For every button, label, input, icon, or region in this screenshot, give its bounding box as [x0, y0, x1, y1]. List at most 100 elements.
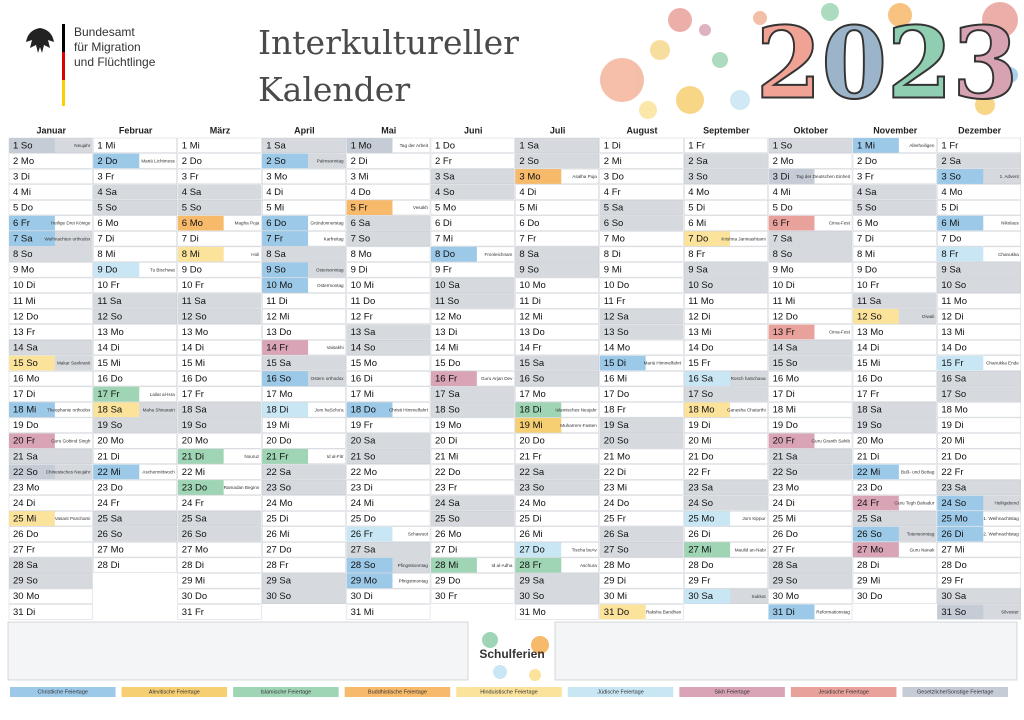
- day-label: 21 Fr: [266, 451, 288, 462]
- legend-swatch: [10, 687, 116, 697]
- day-label: 28 Do: [941, 560, 966, 571]
- day-label: 9 Mi: [604, 265, 622, 276]
- holiday-marker: [346, 573, 393, 589]
- holiday-marker: [346, 557, 393, 573]
- day-cell: [346, 277, 431, 293]
- holiday-note: Guru Nanak: [910, 547, 935, 552]
- holiday-marker: [937, 526, 984, 542]
- day-cell: [177, 604, 262, 620]
- day-label: 12 Mi: [519, 311, 542, 322]
- day-cell: [262, 417, 346, 433]
- day-label: 8 Sa: [519, 249, 539, 260]
- holiday-marker: [937, 246, 984, 262]
- day-cell: [937, 308, 1022, 324]
- day-cell: [937, 402, 1022, 418]
- holiday-note: Ostermontag: [317, 283, 344, 288]
- month-name: Juni: [464, 125, 483, 135]
- day-cell: [430, 573, 515, 589]
- day-cell: [684, 479, 768, 496]
- day-cell: [684, 355, 768, 371]
- day-cell: [430, 324, 515, 340]
- day-label: 22 Do: [435, 467, 460, 478]
- day-cell: [93, 526, 178, 542]
- holiday-note: Theophanie orthodox: [47, 407, 91, 412]
- holiday-note: Heilige Drei Könige: [51, 221, 91, 226]
- day-label: 24 So: [941, 498, 966, 509]
- day-label: 19 Mo: [435, 420, 461, 431]
- day-label: 16 Di: [351, 374, 373, 385]
- day-label: 9 So: [266, 265, 286, 276]
- day-cell: [852, 184, 937, 200]
- day-cell: [684, 526, 768, 542]
- day-cell: [177, 277, 262, 293]
- holiday-marker: [684, 402, 731, 418]
- day-label: 15 Mo: [351, 358, 377, 369]
- day-label: 18 Fr: [604, 405, 626, 416]
- day-cell: [852, 355, 937, 371]
- day-cell: [177, 464, 262, 480]
- day-cell: [430, 542, 515, 558]
- day-label: 25 Sa: [857, 513, 883, 524]
- day-label: 12 Mo: [435, 311, 461, 322]
- day-cell: [93, 215, 178, 231]
- day-cell: [177, 324, 262, 340]
- day-label: 8 Fr: [941, 249, 958, 260]
- day-label: 22 Mi: [857, 467, 880, 478]
- holiday-marker: [9, 215, 55, 231]
- day-label: 2 Do: [97, 156, 117, 167]
- org-line: Bundesamt: [74, 25, 135, 39]
- day-label: 12 So: [182, 311, 207, 322]
- day-label: 2 Mo: [773, 156, 794, 167]
- day-cell: [430, 215, 515, 231]
- holiday-marker: [937, 355, 984, 371]
- day-label: 26 Mi: [519, 529, 542, 540]
- day-cell: [515, 433, 600, 449]
- day-label: 25 Di: [519, 513, 541, 524]
- day-cell: [8, 604, 93, 620]
- day-cell: [937, 464, 1022, 480]
- day-label: 2 Fr: [435, 156, 452, 167]
- day-label: 11 Sa: [182, 296, 207, 307]
- day-label: 15 Do: [435, 358, 460, 369]
- day-cell: [8, 168, 93, 185]
- day-cell: [515, 588, 600, 604]
- day-label: 27 Do: [266, 545, 291, 556]
- day-label: 14 Sa: [773, 342, 799, 353]
- day-cell: [177, 542, 262, 558]
- day-label: 26 So: [857, 529, 882, 540]
- day-cell: [346, 448, 431, 464]
- day-cell: [346, 324, 431, 340]
- day-cell: [430, 137, 515, 153]
- day-label: 13 Mo: [857, 327, 883, 338]
- holiday-marker: [853, 309, 899, 324]
- month-name: September: [703, 125, 750, 135]
- holiday-marker: [599, 604, 646, 620]
- day-cell: [599, 324, 684, 340]
- day-cell: [852, 324, 937, 340]
- day-cell: [599, 386, 684, 402]
- holiday-note: Vesakh: [413, 205, 429, 210]
- day-cell: [8, 526, 93, 542]
- day-label: 5 Di: [941, 202, 958, 213]
- day-label: 13 Mo: [182, 327, 208, 338]
- day-label: 9 Do: [97, 265, 117, 276]
- day-cell: [262, 308, 346, 324]
- day-cell: [684, 215, 768, 231]
- day-label: 21 So: [351, 451, 376, 462]
- day-label: 26 So: [182, 529, 207, 540]
- day-label: 5 So: [857, 202, 877, 213]
- day-label: 23 Mo: [13, 482, 39, 493]
- day-label: 10 Mo: [519, 280, 545, 291]
- day-label: 28 Sa: [13, 560, 39, 571]
- day-label: 1 Fr: [941, 140, 958, 151]
- holiday-marker: [768, 169, 815, 184]
- day-label: 3 Di: [773, 171, 790, 182]
- day-cell: [8, 557, 93, 573]
- day-cell: [93, 448, 178, 464]
- day-label: 12 Do: [13, 311, 38, 322]
- month-name: März: [210, 125, 231, 135]
- holiday-marker: [177, 449, 224, 464]
- day-cell: [515, 262, 600, 278]
- day-label: 3 So: [941, 171, 961, 182]
- day-cell: [93, 339, 178, 356]
